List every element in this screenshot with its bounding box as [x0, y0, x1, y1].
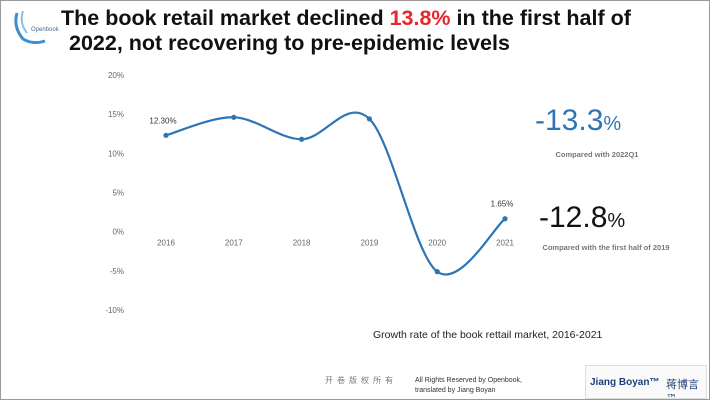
y-tick-label: 15% [108, 110, 124, 119]
series-line [165, 111, 506, 276]
y-tick-label: 10% [108, 149, 124, 158]
callout-2-value: -12.8% [539, 202, 625, 237]
title-prefix: The book retail market declined [61, 6, 390, 30]
openbook-logo-icon [14, 10, 46, 45]
callout-2-note: Compared with the first half of 2019 [542, 243, 670, 252]
data-point [231, 114, 237, 120]
callout-2-number: -12.8 [539, 201, 608, 234]
callout-2-unit: % [607, 210, 626, 232]
data-label: 12.30% [149, 116, 176, 125]
y-tick-label: -5% [110, 267, 124, 276]
rights-text: All Rights Reserved by Openbook, transla… [415, 376, 522, 396]
data-label: 1.65% [491, 200, 514, 209]
y-tick-label: -10% [105, 306, 124, 315]
x-tick-label: 2017 [225, 239, 243, 248]
y-tick-label: 0% [112, 228, 124, 237]
x-tick-label: 2016 [157, 239, 175, 248]
data-point [434, 269, 440, 275]
callout-1-number: -13.3 [535, 104, 604, 137]
callout-1-value: -13.3% [535, 105, 621, 140]
data-point [366, 116, 372, 122]
brand-chinese: 蒋博言™ [666, 378, 699, 400]
data-point [299, 136, 305, 142]
x-tick-label: 2019 [361, 239, 379, 248]
x-tick-label: 2020 [428, 239, 446, 248]
data-point [163, 132, 169, 138]
page-title: The book retail market declined 13.8% in… [61, 6, 701, 56]
callout-1-note: Compared with 2022Q1 [555, 150, 639, 159]
x-tick-label: 2021 [496, 239, 514, 248]
chinese-rights-text: 开卷版权所有 [325, 376, 397, 385]
y-tick-label: 20% [108, 71, 124, 80]
chart-caption: Growth rate of the book rettail market, … [373, 329, 603, 341]
data-point [502, 216, 508, 222]
logo-label: Openbook [31, 27, 59, 33]
y-tick-label: 5% [112, 189, 124, 198]
callout-1-unit: % [603, 113, 622, 135]
rights-line-2: translated by Jiang Boyan [415, 387, 496, 394]
title-suffix: in the first half of [450, 6, 631, 30]
x-tick-label: 2018 [293, 239, 311, 248]
brand-english: Jiang Boyan™ [590, 377, 660, 388]
title-highlight: 13.8% [389, 6, 451, 30]
brand-badge: Jiang Boyan™ 蒋博言™ [585, 365, 707, 399]
rights-line-1: All Rights Reserved by Openbook, [415, 377, 522, 384]
title-line2: 2022, not recovering to pre-epidemic lev… [69, 31, 510, 55]
